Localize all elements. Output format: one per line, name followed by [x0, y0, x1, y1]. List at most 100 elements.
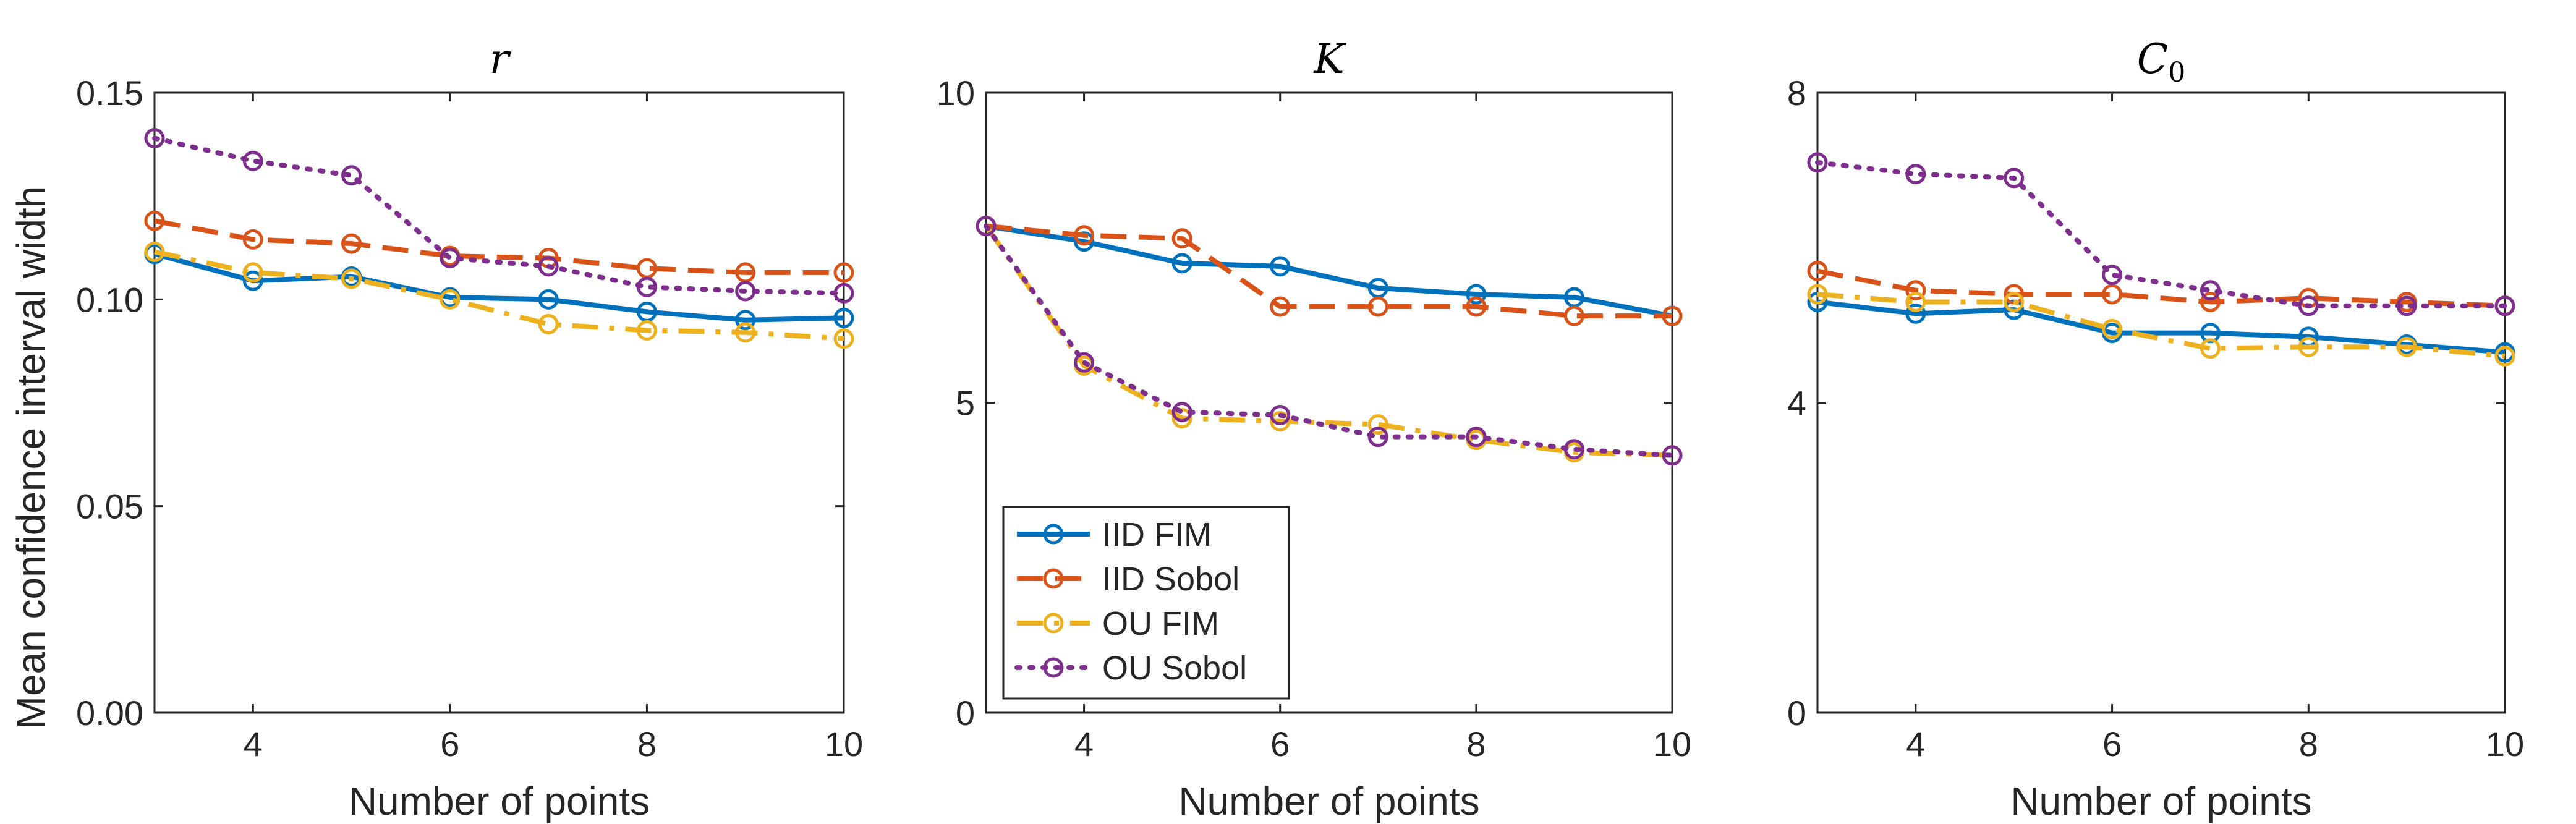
data-point-ou-sobol [976, 216, 997, 237]
panel-title: C0 [2137, 35, 2186, 88]
data-point-iid-fim [735, 310, 756, 331]
data-point-ou-sobol [636, 276, 657, 297]
data-point-iid-sobol [2200, 292, 2221, 313]
data-point-ou-sobol [2494, 295, 2515, 316]
data-point-iid-fim [1171, 253, 1192, 274]
data-point-iid-fim [242, 270, 263, 291]
data-point-iid-fim [1270, 256, 1291, 277]
data-point-ou-sobol [833, 282, 854, 304]
data-point-ou-sobol [2102, 265, 2123, 286]
panel-r: 4 6 8 10 0.00 0.05 0.10 0.15 Number of points r [76, 35, 863, 823]
data-point-ou-fim [1367, 414, 1388, 435]
series-line-iid-fim [985, 223, 1673, 319]
legend-label-ou-fim: OU FIM [1102, 605, 1219, 642]
x-tick-label: 8 [637, 724, 657, 763]
y-tick-label: 5 [956, 384, 975, 423]
data-point-iid-fim [538, 289, 559, 310]
legend: IID FIM IID Sobol OU FIM OU Sobol [1002, 506, 1290, 700]
data-point-iid-fim [1807, 292, 1828, 313]
data-point-ou-sobol [1171, 402, 1192, 423]
data-point-iid-sobol [1466, 296, 1487, 317]
series-line-ou-fim [154, 249, 844, 341]
series-line-ou-sobol [1815, 159, 2507, 308]
data-point-ou-fim [538, 313, 559, 334]
data-point-ou-fim [242, 262, 263, 283]
data-point-ou-sobol [1270, 405, 1291, 426]
data-point-iid-sobol [1905, 280, 1926, 301]
legend-marker-ou-fim [1043, 613, 1064, 634]
y-tick-label: 0 [1787, 694, 1806, 733]
series-line-iid-sobol [154, 218, 844, 275]
data-point-ou-sobol [1466, 427, 1487, 448]
data-point-ou-sobol [2396, 295, 2417, 316]
y-tick-label: 0.10 [76, 280, 143, 319]
series-line-iid-sobol [1817, 268, 2506, 308]
data-point-ou-sobol [2200, 280, 2221, 301]
data-point-ou-sobol [341, 165, 362, 186]
x-tick-label: 10 [1653, 724, 1691, 763]
data-point-ou-sobol [242, 150, 263, 171]
data-point-ou-fim [341, 268, 362, 289]
data-point-ou-fim [144, 241, 165, 262]
data-point-iid-fim [833, 307, 854, 328]
data-point-iid-fim [2200, 323, 2221, 344]
y-tick-label: 0.05 [76, 487, 143, 526]
data-point-ou-sobol [2298, 295, 2319, 316]
panel-title: K [1313, 35, 1346, 83]
data-point-iid-sobol [1807, 260, 1828, 281]
data-point-iid-sobol [1074, 225, 1095, 246]
legend-marker-iid-fim [1043, 524, 1064, 545]
x-tick-label: 8 [2299, 724, 2318, 763]
data-point-iid-sobol [1563, 305, 1584, 326]
data-point-iid-sobol [242, 229, 263, 250]
y-tick-label: 8 [1787, 74, 1806, 113]
x-tick-label: 4 [244, 724, 263, 763]
x-tick-label: 6 [440, 724, 459, 763]
x-tick-label: 6 [2102, 724, 2122, 763]
legend-box [1002, 506, 1290, 700]
data-point-ou-sobol [144, 128, 165, 149]
axes-box [153, 91, 845, 714]
series-line-ou-fim [984, 224, 1673, 458]
x-tick-label: 10 [2486, 724, 2524, 763]
data-point-iid-sobol [2102, 284, 2123, 305]
data-point-ou-sobol [1563, 439, 1584, 460]
x-tick-label: 8 [1466, 724, 1486, 763]
legend-label-iid-sobol: IID Sobol [1102, 561, 1239, 598]
series-line-ou-sobol [984, 223, 1675, 458]
data-point-ou-fim [2494, 346, 2515, 367]
y-tick-label: 0.00 [76, 694, 143, 733]
x-tick-label: 10 [825, 724, 863, 763]
data-point-ou-fim [2200, 338, 2221, 359]
data-point-ou-sobol [538, 256, 559, 277]
legend-label-iid-fim: IID FIM [1102, 516, 1212, 553]
series-line-iid-sobol [985, 223, 1672, 319]
legend-label-ou-sobol: OU Sobol [1102, 650, 1247, 687]
x-tick-label: 4 [1074, 724, 1094, 763]
y-tick-label: 10 [937, 74, 975, 113]
data-point-iid-sobol [1662, 305, 1683, 326]
data-point-ou-fim [1807, 284, 1828, 305]
data-point-ou-sobol [1367, 427, 1388, 448]
y-tick-label: 0 [956, 694, 975, 733]
data-point-ou-sobol [1074, 352, 1095, 373]
data-point-ou-sobol [1807, 152, 1828, 173]
y-tick-label: 4 [1787, 384, 1806, 423]
data-point-ou-fim [2004, 292, 2025, 313]
data-point-ou-fim [735, 322, 756, 343]
data-point-iid-sobol [341, 233, 362, 254]
data-point-iid-fim [1905, 303, 1926, 324]
axes-box [1816, 91, 2506, 714]
data-point-ou-sobol [1662, 445, 1683, 466]
data-point-iid-sobol [1270, 296, 1291, 317]
data-point-ou-sobol [735, 281, 756, 302]
legend-marker-ou-sobol [1043, 657, 1064, 678]
series-line-iid-fim [153, 251, 844, 323]
data-point-ou-sobol [1905, 164, 1926, 185]
x-axis-label: Number of points [1178, 779, 1479, 823]
x-axis-label: Number of points [349, 779, 650, 823]
data-point-iid-sobol [144, 210, 165, 231]
data-point-iid-sobol [833, 262, 854, 283]
data-point-ou-fim [2396, 336, 2417, 357]
